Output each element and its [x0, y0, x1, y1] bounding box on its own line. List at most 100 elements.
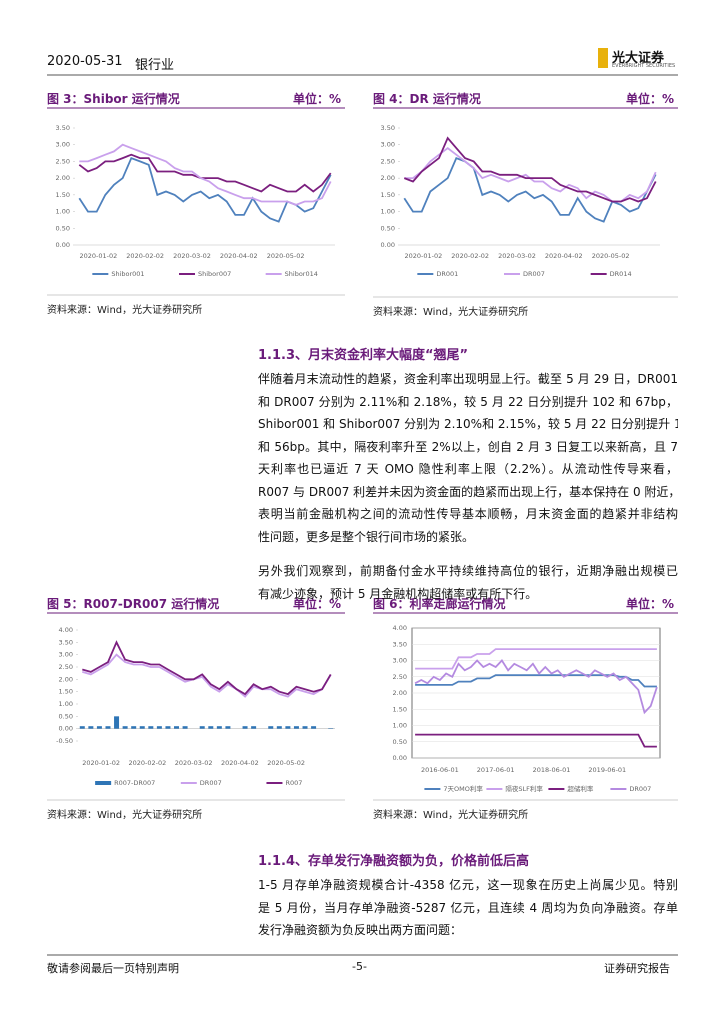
x-tick-label: 2020-04-02 [221, 759, 259, 767]
paragraph-line: 和 DR007 分别为 2.11%和 2.18%，较 5 月 22 日分别提升 … [258, 394, 678, 409]
series-line [78, 156, 332, 223]
x-tick-label: 2019-06-01 [588, 766, 626, 774]
y-tick-label: 2.00 [393, 689, 407, 697]
bar [182, 726, 188, 729]
paragraph-line: 和 56bp。其中，隔夜利率升至 2%以上，创自 2 月 3 日复工以来新高，且… [258, 439, 678, 454]
y-tick-label: 1.50 [59, 688, 73, 696]
x-tick-label: 2020-03-02 [498, 252, 536, 260]
x-tick-label: 2020-05-02 [267, 759, 305, 767]
bar [216, 726, 222, 729]
y-tick-label: 0.00 [393, 754, 407, 762]
bar [199, 726, 205, 729]
paragraph-line: R007 与 DR007 利差并未因为资金面的趋紧而出现上行，基本保持在 0 附… [258, 484, 678, 499]
x-tick-label: 2020-03-02 [175, 759, 213, 767]
legend-swatch [95, 781, 112, 785]
legend-label: DR007 [200, 779, 222, 787]
paragraph-line: 1-5 月存单净融资规模合计-4358 亿元，这一现象在历史上尚属少见。特别 [258, 878, 678, 892]
y-tick-label: 0.50 [393, 738, 407, 746]
y-tick-label: 2.50 [381, 157, 395, 165]
bar [285, 726, 291, 729]
legend-label: 超储利率 [567, 784, 594, 793]
bar [311, 726, 317, 729]
y-tick-label: 4.00 [393, 624, 407, 632]
header-industry: 银行业 [135, 58, 175, 73]
bar [105, 726, 111, 729]
legend-label: 7天OMO利率 [443, 784, 483, 793]
bar [242, 726, 248, 729]
x-tick-label: 2020-05-02 [592, 252, 630, 260]
header-date: 2020-05-31 [47, 54, 123, 69]
bar [96, 726, 102, 729]
bar [174, 726, 180, 729]
bar [88, 726, 94, 729]
y-tick-label: 4.00 [59, 626, 73, 634]
bar [293, 726, 299, 729]
paragraph-line: 发行净融资额为负反映出两方面问题： [258, 923, 463, 937]
paragraph-line: 表明当前金融机构之间的流动性传导基本顺畅，月末资金面的趋紧并非结构 [258, 507, 678, 521]
paragraph-line: 伴随着月末流动性的趋紧，资金利率出现明显上行。截至 5 月 29 日，DR001 [258, 372, 678, 386]
y-tick-label: 3.50 [59, 638, 73, 646]
figure-source: 资料来源：Wind，光大证券研究所 [47, 810, 203, 821]
paragraph-line: 有减少迹象，预计 5 月金融机构超储率或有所下行。 [258, 586, 538, 601]
x-tick-label: 2020-02-02 [126, 252, 164, 260]
paragraph-line: 性问题，更多是整个银行间市场的紧张。 [258, 529, 475, 544]
footer-left: 敬请参阅最后一页特别声明 [47, 962, 179, 975]
legend-label: 隔夜SLF利率 [505, 784, 543, 793]
y-tick-label: 3.50 [393, 640, 407, 648]
figure-source: 资料来源：Wind，光大证券研究所 [373, 810, 529, 821]
x-tick-label: 2016-06-01 [421, 766, 459, 774]
y-tick-label: 1.00 [393, 722, 407, 730]
y-tick-label: 2.00 [59, 675, 73, 683]
figure-source: 资料来源：Wind，光大证券研究所 [373, 307, 529, 318]
x-tick-label: 2020-05-02 [267, 252, 305, 260]
bar [268, 726, 274, 729]
y-tick-label: 2.50 [56, 157, 70, 165]
legend-label: DR001 [436, 270, 458, 278]
bar [79, 726, 85, 729]
y-tick-label: 1.00 [56, 208, 70, 216]
x-tick-label: 2020-04-02 [545, 252, 583, 260]
x-tick-label: 2020-01-02 [405, 252, 443, 260]
legend-label: DR007 [629, 785, 651, 793]
x-tick-label: 2020-02-02 [451, 252, 489, 260]
y-tick-label: 3.50 [381, 124, 395, 132]
figure-title: 图 5：R007-DR007 运行情况 [47, 597, 220, 611]
paragraph-line: Shibor001 和 Shibor007 分别为 2.10%和 2.15%，较… [258, 417, 678, 431]
x-tick-label: 2020-01-02 [80, 252, 118, 260]
y-tick-label: -0.50 [56, 737, 73, 745]
y-tick-label: 2.50 [393, 673, 407, 681]
footer-center: -5- [352, 960, 367, 973]
figure-title: 图 3：Shibor 运行情况 [47, 92, 180, 106]
paragraph-line: 天利率也已逼近 7 天 OMO 隐性利率上限（2.2%）。从流动性传导来看， [258, 462, 678, 476]
x-tick-label: 2020-02-02 [128, 759, 166, 767]
series-line [82, 640, 332, 696]
y-tick-label: 3.50 [56, 124, 70, 132]
legend-label: Shibor007 [198, 270, 231, 278]
figure-source: 资料来源：Wind，光大证券研究所 [47, 305, 203, 316]
bar [156, 726, 162, 729]
y-tick-label: 1.50 [381, 191, 395, 199]
logo-icon [598, 48, 608, 68]
bar [122, 726, 128, 729]
x-tick-label: 2017-06-01 [477, 766, 515, 774]
bar [139, 726, 145, 729]
y-tick-label: 0.50 [59, 712, 73, 720]
series-line [79, 143, 332, 206]
y-tick-label: 1.50 [56, 191, 70, 199]
bar [225, 726, 231, 729]
paragraph-line: 另外我们观察到，前期备付金水平持续维持高位的银行，近期净融出规模已 [258, 564, 678, 578]
legend-label: DR014 [610, 270, 632, 278]
logo-text: 光大证券 [612, 51, 665, 66]
y-tick-label: 3.00 [393, 657, 407, 665]
series-line [415, 648, 657, 670]
y-tick-label: 0.00 [59, 725, 73, 733]
y-tick-label: 0.50 [381, 224, 395, 232]
bar [302, 726, 308, 729]
y-tick-label: 0.00 [381, 241, 395, 249]
y-tick-label: 1.50 [393, 705, 407, 713]
series-line [415, 733, 657, 748]
x-tick-label: 2020-04-02 [220, 252, 258, 260]
series-line [78, 153, 332, 193]
x-tick-label: 2020-01-02 [82, 759, 120, 767]
